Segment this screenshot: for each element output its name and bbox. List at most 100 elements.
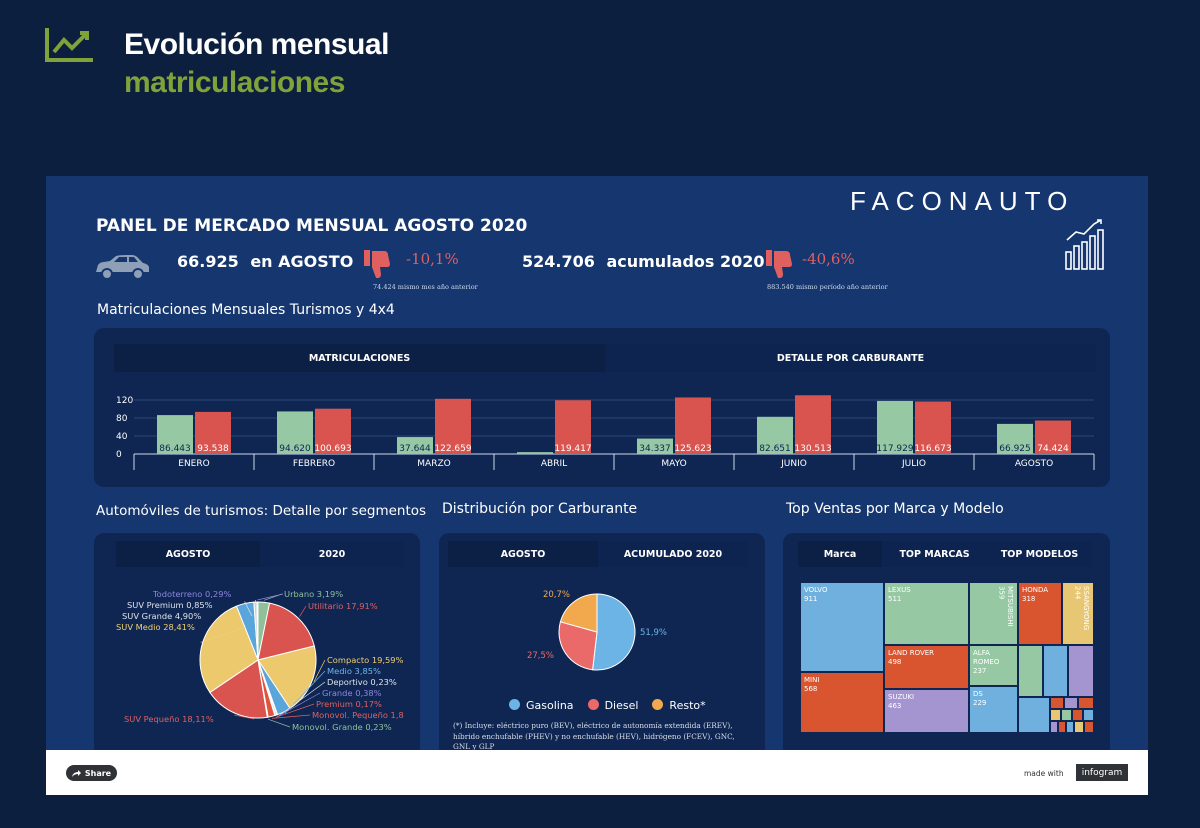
monthly-tabs: MATRICULACIONES DETALLE POR CARBURANTE <box>114 344 1096 372</box>
treemap-value: 511 <box>888 594 902 603</box>
tab-matriculaciones[interactable]: MATRICULACIONES <box>114 344 605 372</box>
slice-label: Todoterreno 0,29% <box>152 589 231 599</box>
bar-data-label: 66.925 <box>999 444 1031 454</box>
treemap-cell[interactable]: MINI 568 <box>800 672 884 733</box>
bar-data-label: 122.659 <box>434 444 471 454</box>
segments-card: AGOSTO 2020 Urbano 3,19% Utilitario 17,91… <box>94 533 420 750</box>
treemap-value: 359 <box>997 586 1006 600</box>
bar <box>877 400 913 454</box>
bar-data-label: 82.651 <box>759 444 791 454</box>
market-panel: FACONAUTO PANEL DE MERCADO MENSUAL AGOST… <box>46 176 1148 751</box>
treemap-cell[interactable]: HONDA 318 <box>1018 582 1062 645</box>
brand-logo: FACONAUTO <box>850 186 1075 216</box>
bar <box>435 398 471 454</box>
topventas-tabs: Marca TOP MARCAS TOP MODELOS <box>798 541 1092 567</box>
slice-label: Compacto 19,59% <box>327 655 404 665</box>
tab-2020[interactable]: 2020 <box>318 548 346 560</box>
kpi-ytd-label: acumulados 2020 <box>606 252 765 271</box>
infogram-logo[interactable]: infogram <box>1076 764 1128 781</box>
treemap-cell[interactable]: SUZUKI 463 <box>884 689 969 733</box>
treemap-cell-small[interactable] <box>1018 645 1043 697</box>
treemap-cell-small[interactable] <box>1061 709 1072 721</box>
treemap-cell-small[interactable] <box>1066 721 1074 733</box>
bar <box>517 452 553 454</box>
bar-data-label: 74.424 <box>1037 444 1069 454</box>
treemap-value: 498 <box>888 657 902 666</box>
tab-agosto[interactable]: AGOSTO <box>116 541 260 567</box>
footer-bar: Share made with infogram <box>46 750 1148 795</box>
treemap-value: 237 <box>973 666 987 675</box>
fuel-section-title: Distribución por Carburante <box>442 501 638 517</box>
legend-diesel[interactable]: Diesel <box>587 699 638 712</box>
bar-data-label: 94.620 <box>279 444 311 454</box>
treemap-cell-small[interactable] <box>1078 697 1094 709</box>
kpi-ytd-note: 883.540 mismo período año anterior <box>767 283 888 291</box>
car-icon <box>96 255 149 280</box>
topventas-section-title: Top Ventas por Marca y Modelo <box>786 501 1004 517</box>
treemap-cell[interactable]: VOLVO 911 <box>800 582 884 672</box>
tab-detalle-carburante[interactable]: DETALLE POR CARBURANTE <box>776 352 925 364</box>
slice-label: SUV Grande 4,90% <box>122 611 201 621</box>
segments-pie-chart: Urbano 3,19% Utilitario 17,91% Compacto 19… <box>116 589 404 732</box>
share-icon <box>71 769 81 777</box>
bar <box>675 397 711 454</box>
bar <box>997 423 1033 454</box>
kpi-month-label: en AGOSTO <box>250 252 354 271</box>
slice-label: SUV Premium 0,85% <box>127 600 213 610</box>
bar <box>637 438 673 454</box>
treemap-cell[interactable]: LEXUS 511 <box>884 582 969 645</box>
y-tick-label: 80 <box>116 414 128 424</box>
treemap-cell[interactable]: SSANGYONG 244 <box>1062 582 1094 645</box>
bar <box>795 395 831 454</box>
bar <box>277 411 313 454</box>
treemap-value: 318 <box>1022 594 1036 603</box>
treemap-cell-small[interactable] <box>1072 709 1083 721</box>
treemap-value: 568 <box>804 684 818 693</box>
tab-agosto[interactable]: AGOSTO <box>448 541 598 567</box>
tab-top-modelos[interactable]: TOP MODELOS <box>1000 548 1079 560</box>
treemap-cell-small[interactable] <box>1050 697 1064 709</box>
treemap-cell-small[interactable] <box>1084 721 1094 733</box>
slice-label: 20,7% <box>543 590 570 600</box>
legend-resto[interactable]: Resto* <box>652 699 706 712</box>
tab-top-marcas[interactable]: TOP MARCAS <box>899 548 970 560</box>
share-button[interactable]: Share <box>66 765 117 781</box>
treemap-value: 244 <box>1073 586 1082 600</box>
tab-acumulado-2020[interactable]: ACUMULADO 2020 <box>623 548 723 560</box>
treemap-cell-small[interactable] <box>1043 645 1068 697</box>
treemap-cell-small[interactable] <box>1074 721 1084 733</box>
treemap-cell[interactable]: MITSUBISHI 359 <box>969 582 1018 645</box>
legend-dot <box>652 699 664 710</box>
kpi-month-value: 66.925 <box>177 252 239 271</box>
treemap-cell[interactable]: DS 229 <box>969 686 1018 733</box>
treemap-cell-small[interactable] <box>1050 721 1058 733</box>
slice-leader-line <box>200 626 247 643</box>
treemap-cell-small[interactable] <box>1068 645 1094 697</box>
treemap-label: LEXUS <box>888 586 911 594</box>
thumbs-down-icon <box>364 250 390 278</box>
kpi-month: 66.925 en AGOSTO <box>177 252 353 271</box>
slice-leader-line <box>299 605 307 617</box>
bar-data-label: 125.623 <box>674 444 711 454</box>
slice-label: Grande 0,38% <box>322 688 382 698</box>
treemap-cell-small[interactable] <box>1058 721 1066 733</box>
x-tick-label: MARZO <box>417 459 450 469</box>
kpi-ytd: 524.706 acumulados 2020 <box>522 252 765 271</box>
bar-data-label: 37.644 <box>399 444 431 454</box>
page-subtitle: matriculaciones <box>124 66 345 99</box>
treemap-cell[interactable]: ALFA ROMEO 237 <box>969 645 1018 686</box>
fuel-tabs: AGOSTO ACUMULADO 2020 <box>448 541 748 567</box>
legend-gasolina[interactable]: Gasolina <box>509 699 574 712</box>
treemap-cell-small[interactable] <box>1064 697 1078 709</box>
bar <box>397 437 433 454</box>
treemap-cell-small[interactable] <box>1018 697 1050 733</box>
treemap-label: MINI <box>804 676 820 684</box>
topventas-card: Marca TOP MARCAS TOP MODELOS VOLVO 911 MIN… <box>783 533 1110 750</box>
treemap-cell[interactable]: LAND ROVER 498 <box>884 645 969 689</box>
tab-marca[interactable]: Marca <box>798 541 882 567</box>
treemap-cell-small[interactable] <box>1050 709 1061 721</box>
pie-slice <box>257 645 317 710</box>
treemap-cell-small[interactable] <box>1083 709 1094 721</box>
trend-chart-icon <box>45 28 93 62</box>
made-with-text: made with <box>1024 769 1064 778</box>
